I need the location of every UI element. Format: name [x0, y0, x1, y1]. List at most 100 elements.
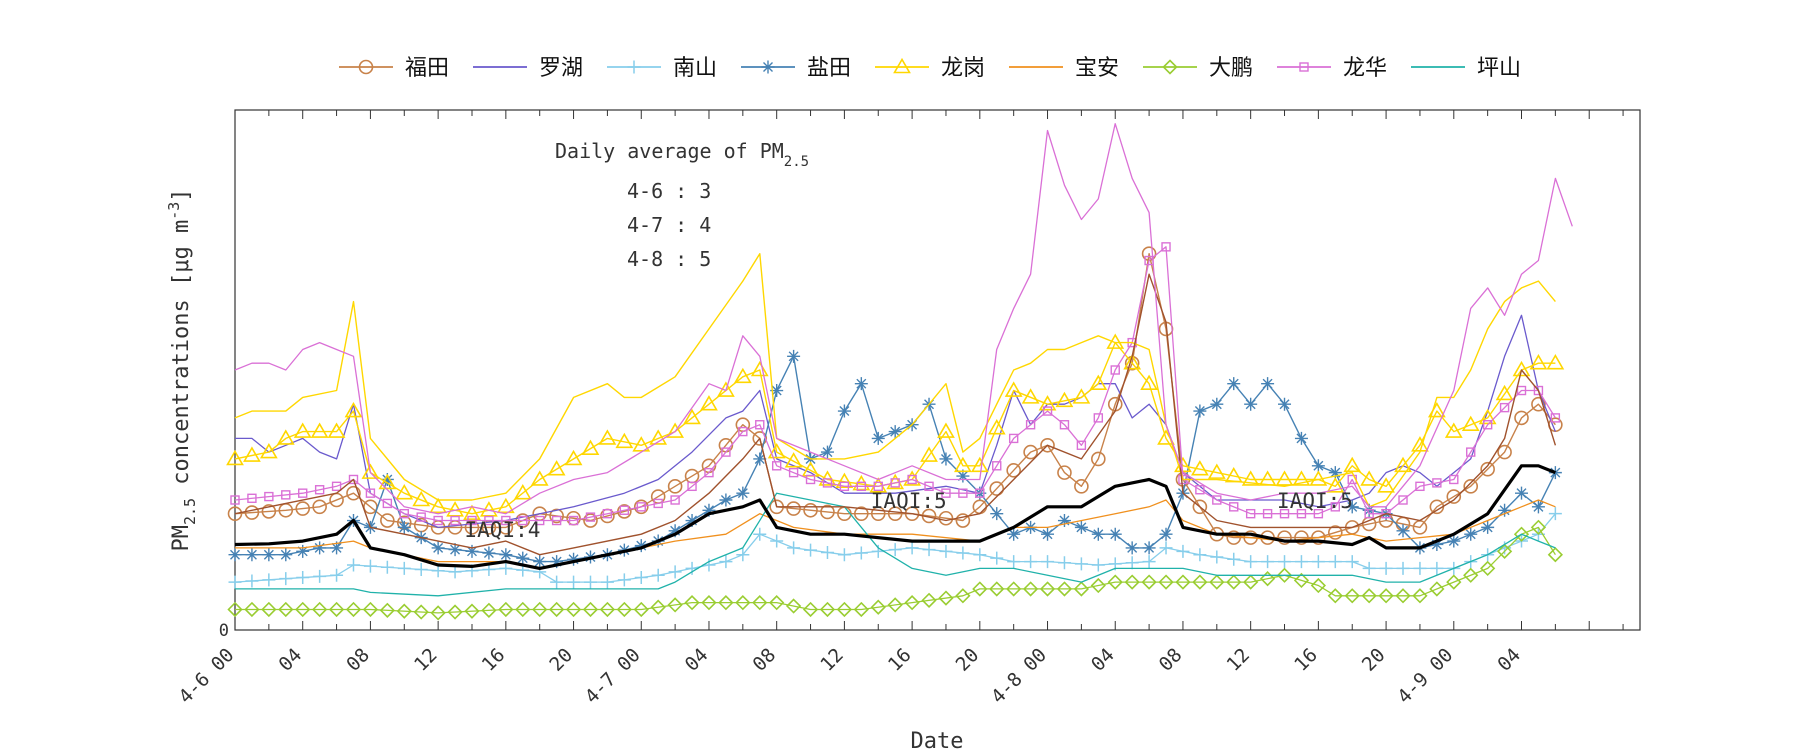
series-7-point	[1449, 474, 1459, 485]
series-2-point	[550, 575, 564, 589]
series-6-point	[1175, 574, 1191, 590]
legend-item-4: 龙岗	[875, 56, 985, 81]
series-6-point	[752, 595, 768, 611]
series-7-point	[856, 481, 867, 492]
series-2-point	[313, 569, 327, 583]
series-2-point	[922, 543, 936, 557]
series-4-point	[243, 446, 261, 462]
series-6-point	[548, 601, 565, 618]
series-6-point	[464, 603, 480, 619]
series-3-point	[1074, 520, 1088, 534]
series-4-point	[1241, 470, 1260, 486]
annotation-row-4-8: 4-8 : 5	[627, 247, 711, 271]
series-6-point	[633, 601, 649, 618]
series-4-point	[1444, 422, 1463, 438]
series-6-point	[1344, 588, 1360, 604]
series-4-point	[987, 419, 1006, 435]
legend-label: 罗湖	[539, 56, 583, 81]
series-6-point	[904, 595, 920, 611]
series-3-point	[296, 544, 310, 558]
series-4-point	[1207, 463, 1226, 479]
series-6-point	[1124, 574, 1140, 590]
series-3-point	[787, 349, 801, 363]
series-6-point	[1327, 588, 1343, 604]
series-3-point	[1278, 397, 1292, 411]
series-7-point	[518, 515, 528, 526]
series-7-point	[1110, 365, 1120, 375]
series-3-point	[837, 404, 851, 418]
series-4-point	[1275, 470, 1294, 486]
series-0-point	[1277, 530, 1292, 545]
series-3-point	[1531, 500, 1545, 514]
series-4-point	[1140, 374, 1158, 390]
series-line-12	[234, 464, 1556, 570]
legend-label: 龙岗	[941, 56, 985, 81]
series-2-point	[567, 575, 581, 589]
series-4-point	[496, 497, 515, 514]
series-7-point	[585, 512, 596, 522]
series-2-point	[397, 561, 411, 575]
series-3-point	[1041, 527, 1055, 541]
series-0-point	[1192, 499, 1208, 515]
series-3-point	[1396, 524, 1410, 538]
series-6-point	[1243, 574, 1259, 590]
series-0-point	[380, 513, 395, 528]
series-6-point	[616, 601, 632, 618]
series-2-point	[990, 551, 1004, 565]
series-12	[234, 464, 1556, 570]
series-7-point	[1076, 440, 1087, 450]
series-4-point	[700, 395, 718, 411]
series-line-7	[234, 246, 1556, 522]
series-6-point	[1158, 574, 1174, 590]
iaqi-label-1: IAQI:5	[871, 489, 947, 513]
series-4-point	[581, 439, 600, 455]
series-0-point	[1480, 461, 1495, 477]
series-0-point	[583, 513, 598, 528]
series-2-point	[1396, 561, 1410, 575]
series-4-point	[226, 449, 244, 466]
series-4-point	[412, 490, 431, 507]
series-6-point	[1530, 519, 1547, 535]
series-3-point	[990, 507, 1004, 521]
series-7-point	[501, 515, 511, 526]
series-7-point	[450, 515, 460, 526]
series-4-point	[1478, 408, 1497, 425]
series-6-point	[989, 581, 1005, 597]
series-7-point	[1212, 495, 1222, 505]
series-6-point	[1293, 572, 1310, 589]
series-7-point	[314, 485, 325, 495]
series-2-point	[702, 558, 716, 572]
series-4-point	[632, 436, 651, 452]
annotation-box: Daily average of PM2.5 4-6 : 3 4-7 : 4 4…	[555, 139, 809, 271]
series-6	[227, 519, 1563, 621]
series-2-point	[1041, 555, 1055, 569]
series-4-point	[1512, 360, 1531, 377]
series-4-point	[276, 429, 295, 445]
legend-marker	[627, 60, 641, 74]
series-6-point	[565, 601, 582, 618]
x-tick-label: 20	[1358, 644, 1390, 676]
series-4-point	[954, 456, 972, 473]
series-7-point	[1432, 478, 1442, 488]
x-axis-label: Date	[911, 729, 964, 750]
series-0-point	[1091, 451, 1106, 467]
series-7-point	[1296, 508, 1307, 519]
series-2-point	[804, 543, 818, 557]
series-0-point	[244, 505, 260, 520]
series-4-point	[615, 432, 634, 449]
series-4-point	[530, 470, 549, 486]
series-0-point	[803, 502, 818, 518]
legend-label: 龙华	[1343, 56, 1387, 81]
series-line-11	[234, 123, 1573, 515]
series-2-point	[499, 561, 513, 575]
series-3-point	[1091, 527, 1105, 541]
legend-marker	[1299, 62, 1309, 72]
series-4-point	[1546, 354, 1565, 370]
series-2-point	[1074, 557, 1088, 571]
series-7-point	[433, 515, 443, 526]
series-7-point	[484, 515, 494, 526]
series-3-point	[956, 469, 970, 483]
series-4-point	[1292, 470, 1311, 486]
series-7-point	[636, 502, 646, 512]
